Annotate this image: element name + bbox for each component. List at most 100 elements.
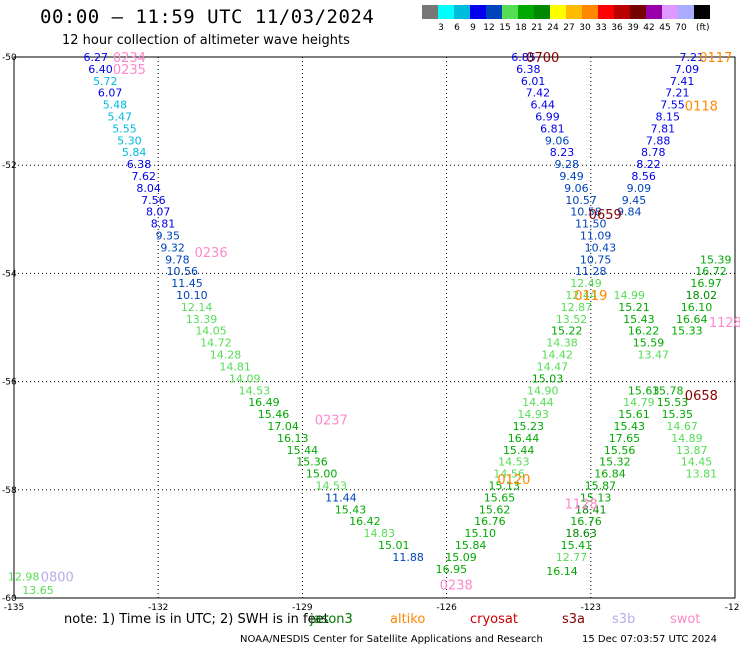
pass-time-label: 0238: [440, 578, 473, 593]
wave-height-point: 5.48: [103, 99, 128, 112]
wave-height-point: 5.30: [117, 134, 142, 147]
wave-height-point: 15.61: [618, 408, 650, 421]
wave-height-point: 11.28: [575, 265, 607, 278]
wave-height-point: 14.79: [623, 396, 655, 409]
pass-time-label: 0235: [113, 63, 146, 78]
wave-height-point: 5.84: [122, 146, 147, 159]
wave-height-point: 9.06: [564, 182, 589, 195]
wave-height-point: 10.10: [176, 289, 208, 302]
chart-subtitle: 12 hour collection of altimeter wave hei…: [62, 33, 350, 48]
grid-lines: [13, 56, 736, 599]
pass-time-label: 0658: [685, 389, 718, 404]
wave-height-point: 14.89: [671, 432, 703, 445]
wave-height-point: 6.38: [516, 63, 541, 76]
wave-height-point: 15.78: [652, 384, 684, 397]
y-tick-label: -56: [2, 378, 17, 388]
wave-height-point: 16.76: [474, 515, 506, 528]
wave-height-point: 9.32: [160, 241, 185, 254]
mission-s3b: s3b: [612, 612, 636, 627]
wave-height-point: 11.88: [392, 551, 424, 564]
mission-jason3: jason3: [310, 612, 353, 627]
pass-time-label: 0117: [699, 51, 732, 66]
wave-height-point: 18.63: [565, 527, 597, 540]
wave-height-point: 12.87: [561, 301, 593, 314]
legend-swatch: [678, 5, 694, 19]
legend-label: 9: [470, 23, 476, 33]
legend-swatch: [566, 5, 582, 19]
legend-swatch: [502, 5, 518, 19]
legend-label: 15: [499, 23, 511, 33]
wave-height-point: 8.07: [146, 206, 171, 219]
wave-height-point: 16.13: [277, 432, 309, 445]
wave-height-point: 14.72: [200, 337, 232, 350]
wave-height-point: 7.42: [526, 87, 551, 100]
wave-height-point: 9.78: [165, 253, 190, 266]
wave-height-point: 15.53: [657, 396, 689, 409]
wave-height-point: 15.41: [561, 539, 593, 552]
x-tick-label: -129: [292, 603, 313, 613]
wave-height-point: 14.53: [239, 384, 271, 397]
x-tick-label: -132: [148, 603, 168, 613]
x-tick-label: -123: [581, 603, 601, 613]
wave-height-point: 15.44: [503, 444, 535, 457]
wave-height-point: 6.44: [530, 99, 555, 112]
wave-height-point: 12.98: [8, 570, 40, 583]
wave-height-point: 14.44: [522, 396, 554, 409]
wave-height-point: 7.55: [660, 99, 685, 112]
legend-swatch: [662, 5, 678, 19]
wave-height-point: 16.10: [681, 301, 713, 314]
legend-swatch: [454, 5, 470, 19]
pass-time-label: 1128: [565, 497, 598, 512]
wave-height-point: 15.32: [599, 456, 631, 469]
wave-height-point: 14.56: [493, 468, 525, 481]
wave-height-point: 7.62: [132, 170, 157, 183]
wave-height-point: 14.47: [537, 360, 569, 373]
x-tick-label: -135: [4, 603, 24, 613]
wave-height-point: 12.14: [181, 301, 213, 314]
wave-height-point: 9.35: [156, 230, 181, 243]
wave-height-point: 6.38: [127, 158, 152, 171]
wave-height-point: 15.43: [335, 503, 367, 516]
wave-height-point: 15.62: [479, 503, 511, 516]
note-text: note: 1) Time is in UTC; 2) SWH is in fe…: [64, 612, 329, 627]
y-tick-label: -54: [2, 269, 17, 279]
x-tick-label: -120: [725, 603, 740, 613]
wave-height-point: 15.59: [633, 337, 665, 350]
wave-height-point: 15.13: [580, 491, 612, 504]
wave-height-point: 7.21: [665, 87, 690, 100]
wave-height-point: 10.56: [166, 265, 198, 278]
legend-label: 30: [579, 23, 591, 33]
wave-height-point: 17.04: [267, 420, 299, 433]
x-tick-label: -126: [436, 603, 457, 613]
wave-height-point: 11.09: [580, 230, 612, 243]
legend-swatch: [582, 5, 598, 19]
legend-swatch: [518, 5, 534, 19]
wave-height-point: 15.56: [604, 444, 636, 457]
pass-time-label: 0234: [113, 51, 146, 66]
wave-height-point: 15.46: [258, 408, 290, 421]
wave-height-point: 16.76: [570, 515, 602, 528]
wave-height-point: 15.63: [628, 384, 660, 397]
legend-label: 12: [483, 23, 495, 33]
wave-height-point: 6.27: [83, 51, 108, 64]
mission-s3a: s3a: [562, 612, 586, 627]
legend-swatch: [630, 5, 646, 19]
wave-height-point: 14.99: [614, 289, 646, 302]
wave-height-point: 16.97: [690, 277, 722, 290]
wave-height-point: 14.05: [195, 325, 227, 338]
legend-swatch: [438, 5, 454, 19]
legend-swatch: [598, 5, 614, 19]
wave-height-point: 9.84: [617, 206, 642, 219]
wave-height-point: 8.78: [641, 146, 666, 159]
wave-height-point: 16.64: [676, 313, 708, 326]
wave-height-point: 15.21: [618, 301, 650, 314]
wave-height-point: 12.49: [570, 277, 602, 290]
wave-height-point: 14.42: [541, 349, 573, 362]
wave-height-point: 15.22: [551, 325, 583, 338]
wave-height-point: 6.85: [511, 51, 536, 64]
wave-height-point: 9.06: [545, 134, 570, 147]
mission-cryosat: cryosat: [470, 612, 518, 627]
legend-swatch: [486, 5, 502, 19]
legend-label: 18: [515, 23, 527, 33]
